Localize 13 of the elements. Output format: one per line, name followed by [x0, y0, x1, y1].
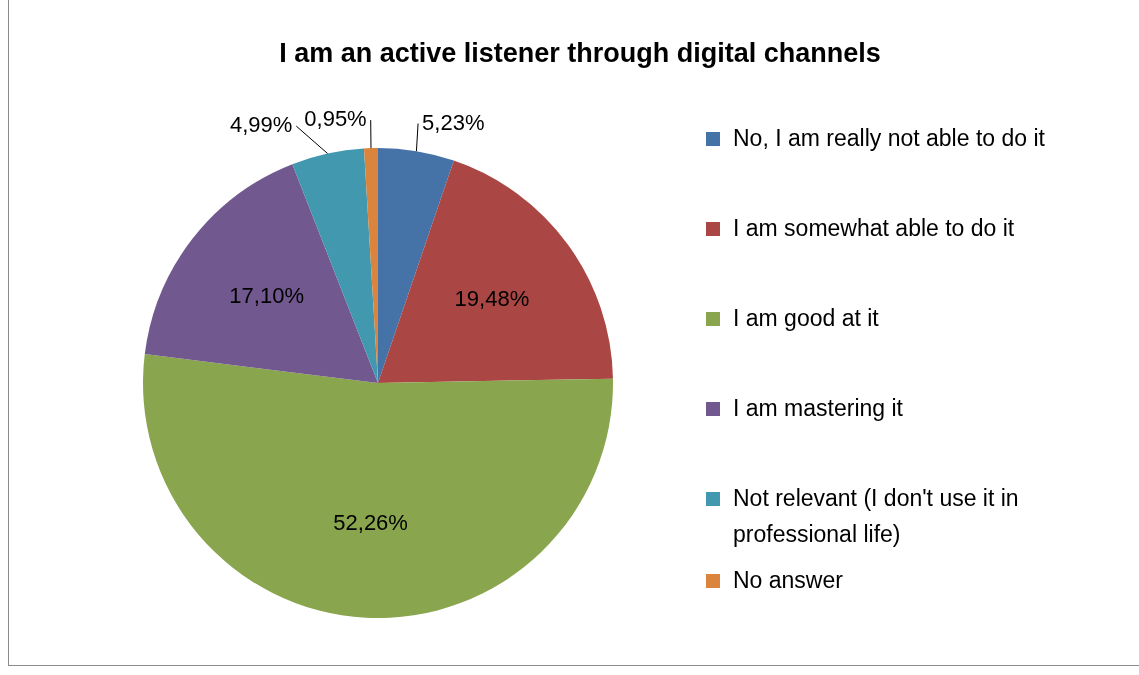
legend-label: No, I am really not able to do it — [732, 124, 1046, 153]
data-label: 17,10% — [229, 282, 304, 308]
legend-label: I am good at it — [732, 304, 880, 333]
data-label: 0,95% — [304, 106, 367, 132]
data-label: 52,26% — [333, 509, 408, 535]
legend-label: Not relevant (I don't use it in professional life) — [732, 484, 1020, 549]
chart-title: I am an active listener through digital channels — [278, 38, 882, 69]
data-label: 19,48% — [454, 285, 530, 311]
legend-label: I am mastering it — [732, 394, 904, 423]
data-label: 4,99% — [229, 112, 293, 138]
data-label: 5,23% — [422, 109, 485, 135]
legend-label: I am somewhat able to do it — [732, 214, 1016, 243]
legend-label: No answer — [732, 566, 844, 595]
